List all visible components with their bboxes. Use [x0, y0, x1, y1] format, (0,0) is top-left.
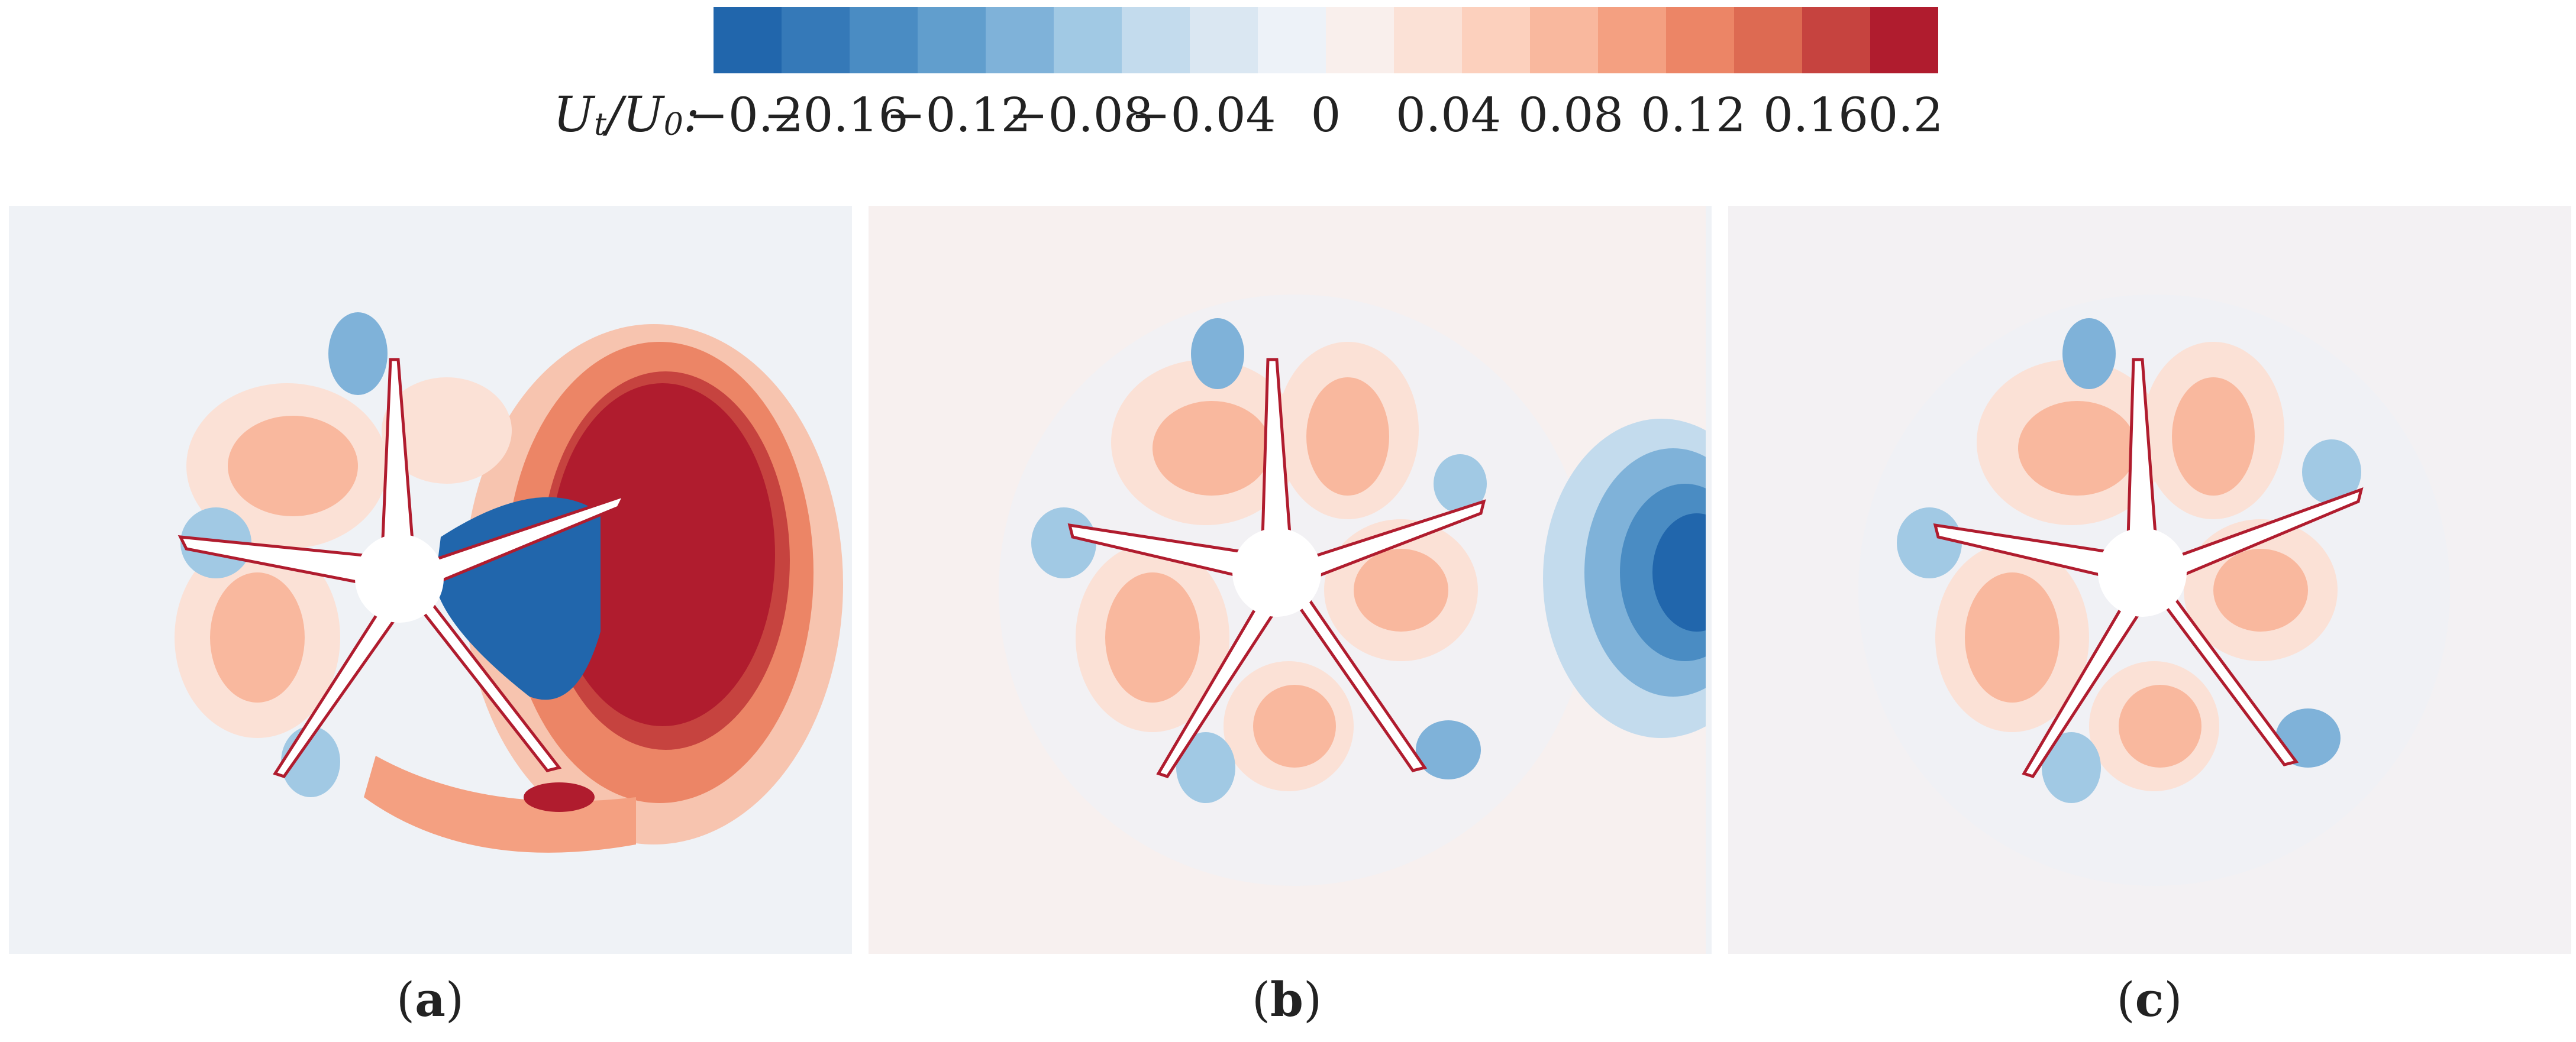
- colorbar-swatch: [1122, 7, 1190, 73]
- caption-a: (a): [396, 972, 464, 1027]
- colorbar-swatch: [1054, 7, 1122, 73]
- velocity-field-a: [9, 206, 852, 954]
- colorbar-tick-label: 0.12: [1640, 88, 1747, 143]
- colorbar-swatch: [986, 7, 1054, 73]
- colorbar-tick-label: −0.16: [763, 88, 909, 143]
- colorbar-swatch: [1258, 7, 1326, 73]
- colorbar-tick-label: 0.2: [1868, 88, 1944, 143]
- colorbar-swatch: [782, 7, 850, 73]
- colorbar-tick-label: 0.08: [1518, 88, 1624, 143]
- colorbar-tick-label: −0.2: [688, 88, 804, 143]
- colorbar-swatch: [1462, 7, 1530, 73]
- panel-a: [9, 206, 852, 954]
- colorbar-swatch: [1326, 7, 1394, 73]
- caption-c: (c): [2116, 972, 2183, 1027]
- colorbar-swatch: [1530, 7, 1598, 73]
- velocity-field-b: [869, 206, 1706, 954]
- velocity-field-c: [1728, 206, 2571, 954]
- colorbar-label: Ut/U0:: [553, 87, 700, 143]
- colorbar-tick-label: −0.12: [886, 88, 1031, 143]
- colorbar-tick-label: 0: [1310, 88, 1341, 143]
- panel-b: [869, 206, 1712, 954]
- colorbar-swatch: [1666, 7, 1734, 73]
- colorbar: [714, 7, 1938, 73]
- colorbar-swatch: [1870, 7, 1938, 73]
- colorbar-tick-label: 0.16: [1762, 88, 1869, 143]
- colorbar-swatch: [1598, 7, 1666, 73]
- colorbar-swatch: [918, 7, 986, 73]
- colorbar-swatch: [1734, 7, 1802, 73]
- colorbar-swatch: [1802, 7, 1870, 73]
- colorbar-tick-label: −0.08: [1008, 88, 1154, 143]
- colorbar-tick-label: 0.04: [1395, 88, 1502, 143]
- colorbar-swatch: [714, 7, 782, 73]
- colorbar-swatch: [1394, 7, 1462, 73]
- panel-c: [1728, 206, 2571, 954]
- colorbar-swatch: [1190, 7, 1258, 73]
- caption-b: (b): [1251, 972, 1322, 1027]
- colorbar-tick-label: −0.04: [1131, 88, 1276, 143]
- colorbar-swatch: [850, 7, 918, 73]
